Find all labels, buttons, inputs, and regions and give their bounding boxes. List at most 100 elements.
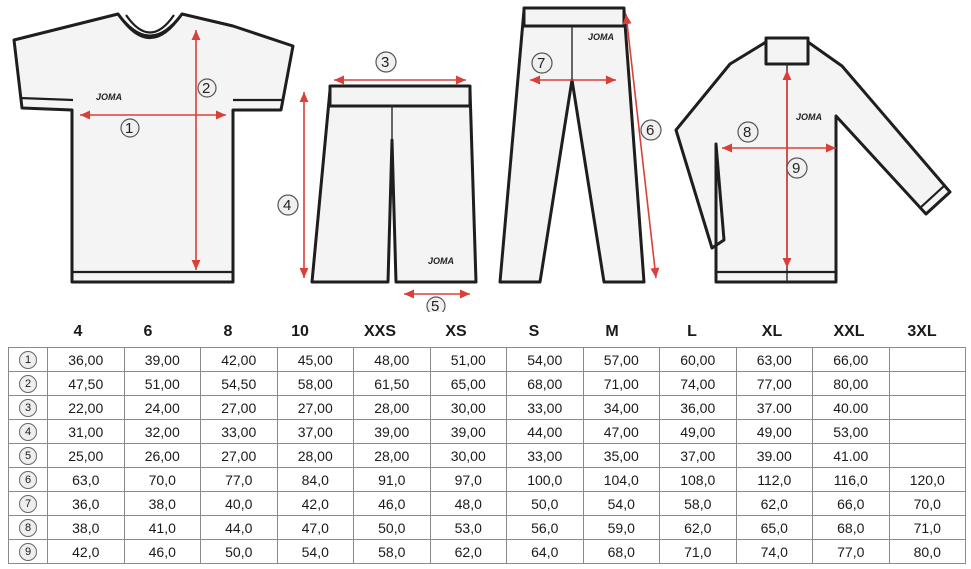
row-marker: 8 [19,518,37,537]
table-cell: 116,0 [812,467,890,492]
size-chart-table: 1 36,00 39,00 42,00 45,00 48,00 51,00 54,00 57,0… [8,347,966,564]
table-row: 2 47,50 51,00 54,50 58,00 61,50 65,00 68,00 71,0… [8,371,966,396]
table-cell: 36,00 [659,395,737,420]
table-row: 3 22,00 24,00 27,00 27,00 28,00 30,00 33,00 34,0… [8,395,966,420]
table-cell: 56,0 [506,515,584,540]
table-cell: 68,00 [506,371,584,396]
marker-jacket-width: 8 [743,124,751,141]
table-cell: 39,00 [123,347,201,372]
table-cell: 104,0 [582,467,660,492]
table-cell: 80,0 [888,539,966,564]
table-cell: 65,00 [429,371,507,396]
table-cell: 62,0 [735,491,813,516]
row-marker: 7 [19,494,37,513]
table-cell: 46,0 [353,491,431,516]
row-marker-cell: 6 [8,467,48,492]
table-cell: 47,00 [582,419,660,444]
marker-jacket-length: 9 [792,160,800,177]
garment-illustration: JOMA 1 2 JOMA 3 4 5 JOMA 7 6 [12,6,952,312]
marker-shorts-length: 4 [283,197,291,214]
table-cell: 54,0 [276,539,354,564]
marker-shirt-width: 1 [125,120,133,137]
row-marker: 4 [19,422,37,441]
table-cell: 28,00 [353,443,431,468]
size-label: XL [761,323,783,340]
table-cell: 39,00 [353,419,431,444]
row-marker: 3 [19,398,37,417]
table-cell: 51,00 [429,347,507,372]
table-cell: 48,0 [429,491,507,516]
size-label: L [687,323,697,340]
table-cell: 35,00 [582,443,660,468]
table-cell: 46,0 [123,539,201,564]
table-cell: 30,00 [429,395,507,420]
table-cell: 68,0 [812,515,890,540]
table-cell: 71,0 [888,515,966,540]
table-cell: 22,00 [47,395,125,420]
marker-shorts-hem: 5 [431,298,439,312]
table-cell: 27,00 [276,395,354,420]
table-cell: 42,00 [200,347,278,372]
size-header-row: 4 6 8 10 XXS XS S M L XL XXL 3XL [0,317,971,347]
table-cell: 77,0 [812,539,890,564]
table-cell: 48,00 [353,347,431,372]
table-cell: 77,0 [200,467,278,492]
table-cell: 66,00 [812,347,890,372]
table-cell: 54,0 [582,491,660,516]
table-cell: 30,00 [429,443,507,468]
table-cell: 50,0 [200,539,278,564]
table-cell: 31,00 [47,419,125,444]
table-cell: 42,0 [276,491,354,516]
table-cell: 41.00 [812,443,890,468]
table-cell: 120,0 [888,467,966,492]
table-row: 6 63,0 70,0 77,0 84,0 91,0 97,0 100,0 104,0 108,0… [8,467,966,492]
table-cell: 70,0 [123,467,201,492]
size-label: XXL [833,323,865,340]
table-cell: 108,0 [659,467,737,492]
table-cell: 66,0 [812,491,890,516]
table-cell [888,347,966,372]
pants-logo: JOMA [588,32,614,42]
table-cell: 63,0 [47,467,125,492]
tshirt-drawing: JOMA 1 2 [12,12,295,284]
table-cell: 54,50 [200,371,278,396]
size-label: 4 [73,323,83,340]
table-cell [888,419,966,444]
table-cell: 39,00 [429,419,507,444]
table-cell: 80,00 [812,371,890,396]
table-cell: 49,00 [735,419,813,444]
table-cell: 97,0 [429,467,507,492]
table-cell: 62,0 [429,539,507,564]
table-cell [888,371,966,396]
table-cell: 74,0 [735,539,813,564]
size-label: S [528,323,540,340]
table-cell: 51,00 [123,371,201,396]
table-cell: 65,0 [735,515,813,540]
marker-shorts-waist: 3 [381,54,389,71]
pants-drawing: JOMA 7 6 [498,6,662,284]
jacket-drawing: JOMA 8 9 [674,36,952,284]
marker-pants-length: 6 [646,122,654,139]
table-cell: 39.00 [735,443,813,468]
table-cell: 54,00 [506,347,584,372]
row-marker-cell: 4 [8,419,48,444]
table-row: 7 36,0 38,0 40,0 42,0 46,0 48,0 50,0 54,0 58,0 62,… [8,491,966,516]
table-cell: 84,0 [276,467,354,492]
size-label: 6 [143,323,153,340]
table-cell: 59,0 [582,515,660,540]
table-cell: 37,00 [659,443,737,468]
row-marker-cell: 7 [8,491,48,516]
shorts-logo: JOMA [428,256,454,266]
table-cell: 50,0 [506,491,584,516]
table-cell: 63,00 [735,347,813,372]
table-cell: 33,00 [200,419,278,444]
table-cell: 64,0 [506,539,584,564]
row-marker-cell: 5 [8,443,48,468]
table-cell: 32,00 [123,419,201,444]
table-cell: 37.00 [735,395,813,420]
table-cell: 53,00 [812,419,890,444]
shirt-logo: JOMA [96,92,122,102]
table-cell: 58,00 [276,371,354,396]
table-cell: 38,0 [123,491,201,516]
table-cell: 26,00 [123,443,201,468]
